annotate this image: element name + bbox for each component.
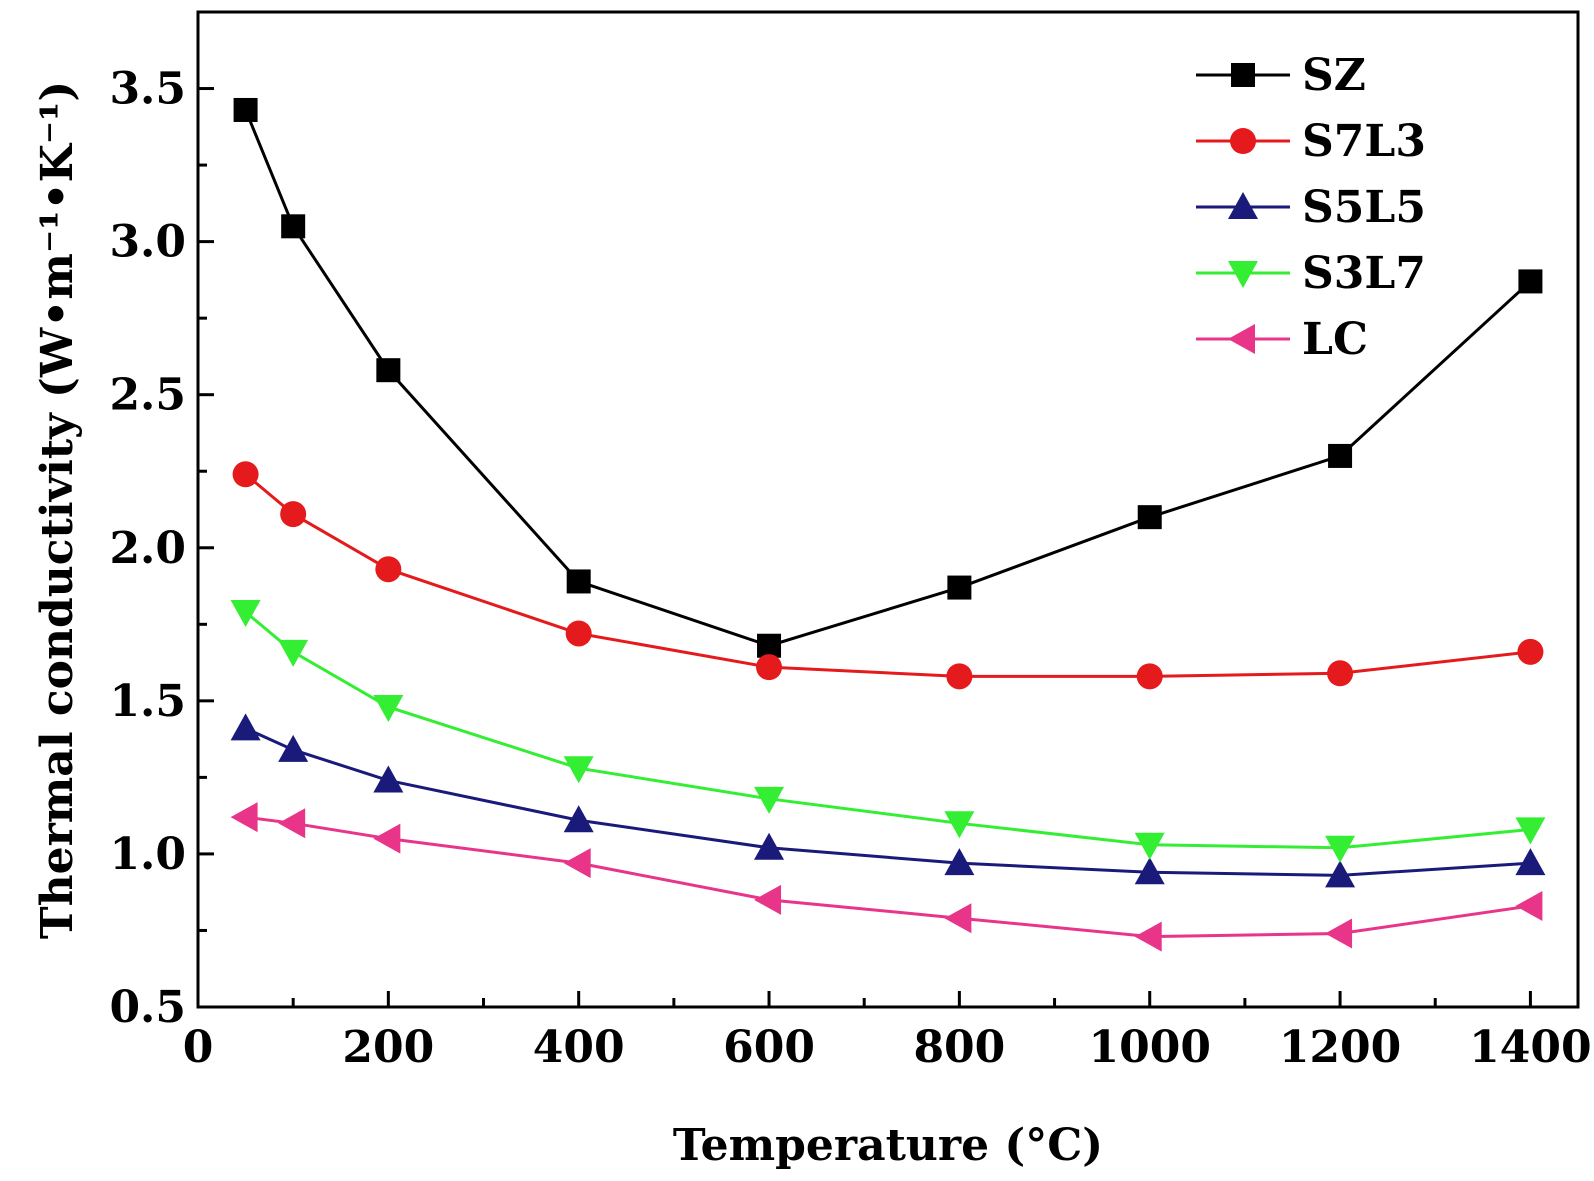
series-layer [230, 97, 1546, 952]
data-point [373, 694, 404, 722]
data-point [373, 823, 401, 854]
x-tick-label: 1200 [1279, 1022, 1401, 1073]
legend-label: S7L3 [1302, 116, 1426, 167]
data-point [1137, 505, 1162, 530]
series-line [244, 473, 1531, 678]
data-point [565, 620, 592, 647]
data-point [1136, 663, 1163, 690]
series-s5l5 [230, 713, 1546, 888]
y-axis-title: Thermal conductivity (W•m⁻¹•K⁻¹) [32, 81, 83, 939]
data-point [376, 358, 401, 383]
data-point [1325, 860, 1356, 888]
legend-marker [1230, 128, 1256, 154]
y-tick-label: 1.5 [109, 676, 186, 727]
data-point [947, 575, 972, 600]
data-point [754, 884, 782, 915]
x-axis-title: Temperature (°C) [673, 1120, 1103, 1171]
legend-entry: LC [1196, 314, 1368, 365]
data-point [1518, 269, 1543, 294]
legend-label: LC [1302, 314, 1368, 365]
data-point [230, 802, 258, 833]
data-point [946, 663, 973, 690]
series-line [244, 610, 1531, 850]
tick-labels: 0 200 400 600 800 1000 1200 1400 0.5 1.0 1.5 2.0 2.5… [109, 64, 1591, 1073]
y-tick-label: 1.0 [109, 829, 186, 880]
x-tick-label: 600 [723, 1022, 815, 1073]
data-point [754, 832, 785, 860]
legend-marker [1228, 192, 1258, 219]
legend-entry: SZ [1196, 50, 1366, 101]
data-point [1325, 835, 1356, 863]
data-point [944, 848, 975, 876]
data-point [754, 786, 785, 814]
x-tick-label: 1000 [1088, 1022, 1210, 1073]
data-point [375, 556, 402, 583]
plot-frame [196, 10, 1580, 1009]
data-point [1327, 660, 1354, 687]
data-point [1517, 638, 1544, 665]
legend-label: S3L7 [1302, 248, 1426, 299]
data-point [757, 633, 782, 658]
legend-marker [1228, 324, 1255, 354]
axes [196, 10, 1580, 1009]
data-point [756, 654, 783, 681]
data-point [563, 848, 591, 879]
data-point [563, 805, 594, 833]
legend-entry: S5L5 [1196, 182, 1426, 233]
series-s7l3 [232, 461, 1544, 690]
data-point [1134, 832, 1165, 860]
data-point [944, 811, 975, 839]
x-tick-label: 400 [533, 1022, 625, 1073]
data-point [1515, 848, 1546, 876]
data-point [566, 569, 591, 594]
data-point [1328, 443, 1353, 468]
x-tick-label: 1400 [1469, 1022, 1591, 1073]
data-point [230, 713, 261, 741]
y-tick-label: 0.5 [109, 982, 186, 1033]
series-s3l7 [230, 600, 1546, 863]
x-tick-label: 0 [183, 1022, 214, 1073]
series-sz [233, 97, 1543, 658]
ticks [196, 87, 1532, 1009]
data-point [232, 461, 259, 488]
data-point [373, 765, 404, 793]
data-point [944, 903, 972, 934]
legend-marker [1228, 261, 1258, 288]
data-point [278, 808, 306, 839]
x-tick-label: 800 [913, 1022, 1005, 1073]
series-lc [230, 802, 1543, 952]
legend-marker [1231, 63, 1255, 87]
y-tick-label: 2.5 [109, 370, 186, 421]
legend-entry: S3L7 [1196, 248, 1426, 299]
data-point [1134, 921, 1162, 952]
data-point [1515, 817, 1546, 845]
legend: SZ S7L3 S5L5 S3L7 LC [1196, 50, 1426, 365]
data-point [233, 97, 258, 122]
y-tick-label: 3.5 [109, 64, 186, 115]
data-point [1325, 918, 1353, 949]
data-point [563, 756, 594, 784]
data-point [1515, 890, 1543, 921]
x-tick-label: 200 [342, 1022, 434, 1073]
legend-label: S5L5 [1302, 182, 1426, 233]
y-tick-label: 2.0 [109, 523, 186, 574]
data-point [278, 734, 309, 762]
data-point [281, 214, 306, 239]
y-tick-label: 3.0 [109, 217, 186, 268]
legend-entry: S7L3 [1196, 116, 1426, 167]
data-point [278, 639, 309, 667]
data-point [230, 600, 261, 628]
legend-label: SZ [1302, 50, 1366, 101]
data-point [1134, 857, 1165, 885]
data-point [280, 501, 307, 528]
